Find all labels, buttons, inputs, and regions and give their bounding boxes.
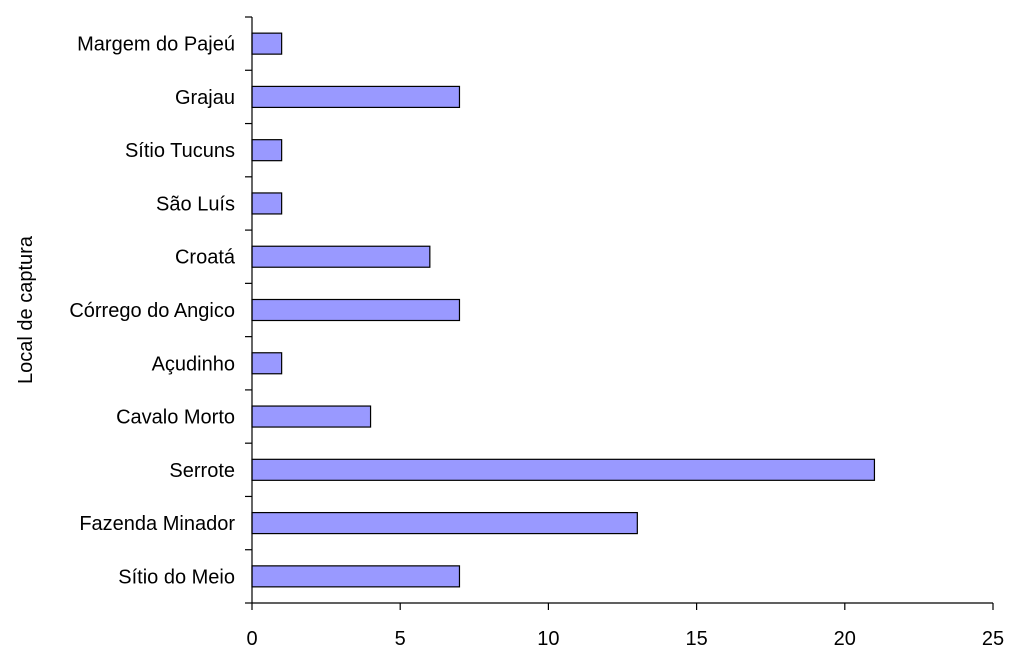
- y-axis-title: Local de captura: [15, 235, 37, 384]
- bar: [251, 245, 431, 268]
- category-label: Córrego do Angico: [69, 300, 235, 322]
- bar: [251, 458, 876, 481]
- bar: [251, 192, 283, 215]
- axes-layer: [245, 16, 994, 610]
- bar: [251, 85, 461, 109]
- category-label: São Luís: [156, 193, 235, 215]
- x-tick-label: 15: [685, 628, 707, 650]
- category-label: Grajau: [175, 87, 235, 109]
- x-tick-label: 5: [395, 628, 406, 650]
- x-tick-label: 0: [246, 628, 257, 650]
- bar: [251, 565, 461, 588]
- category-label: Cavalo Morto: [116, 407, 235, 429]
- x-tick-label: 25: [982, 628, 1004, 650]
- bar: [251, 511, 638, 535]
- bar: [251, 139, 283, 162]
- bar: [251, 298, 461, 322]
- bars-layer: [251, 32, 876, 588]
- category-label: Açudinho: [152, 353, 235, 375]
- x-tick-label: 10: [537, 628, 559, 650]
- x-tick-label: 20: [834, 628, 856, 650]
- labels-layer: Sítio do Meio Fazenda Minador Serrote Caval…: [69, 34, 1004, 650]
- category-label: Sítio do Meio: [118, 566, 235, 588]
- category-label: Margem do Pajeú: [77, 34, 235, 56]
- bar: [251, 32, 283, 55]
- category-label: Croatá: [175, 247, 236, 269]
- category-label: Sítio Tucuns: [125, 140, 235, 162]
- category-label: Fazenda Minador: [79, 513, 235, 535]
- category-label: Serrote: [169, 460, 235, 482]
- bar: [251, 352, 283, 375]
- bar: [251, 405, 372, 428]
